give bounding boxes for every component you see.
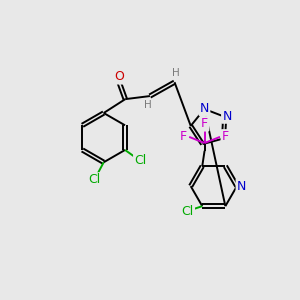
Text: Cl: Cl [134,154,147,167]
Text: F: F [222,130,229,143]
Text: F: F [201,117,208,130]
Text: O: O [114,70,124,83]
Text: N: N [237,180,246,193]
Text: H: H [172,68,180,78]
Text: H: H [145,100,152,110]
Text: F: F [180,130,187,143]
Text: Cl: Cl [182,205,194,218]
Text: N: N [222,110,232,122]
Text: Cl: Cl [88,173,100,187]
Text: N: N [200,102,209,115]
